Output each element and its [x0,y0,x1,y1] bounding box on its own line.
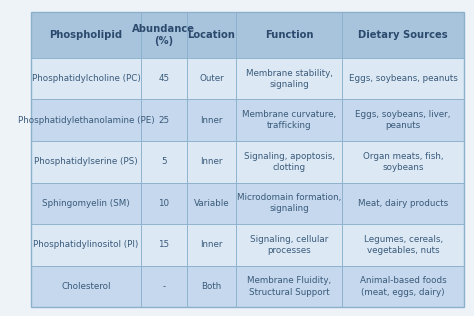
Text: Inner: Inner [200,157,223,166]
Text: Membrane Fluidity,
Structural Support: Membrane Fluidity, Structural Support [247,276,331,297]
Text: 15: 15 [158,240,169,249]
Text: Signaling, apoptosis,
clotting: Signaling, apoptosis, clotting [244,152,335,172]
Bar [31,224,141,266]
Bar [342,58,464,100]
Text: 10: 10 [158,199,169,208]
Bar [141,183,187,224]
Bar [31,141,141,183]
Bar [141,12,187,58]
Text: Sphingomyelin (SM): Sphingomyelin (SM) [42,199,130,208]
Bar [141,100,187,141]
Text: Abundance
(%): Abundance (%) [132,24,195,46]
Text: Meat, dairy products: Meat, dairy products [358,199,448,208]
Bar [31,100,141,141]
Bar [187,141,237,183]
Text: Legumes, cereals,
vegetables, nuts: Legumes, cereals, vegetables, nuts [364,235,443,255]
Text: 25: 25 [158,116,169,125]
Text: Phosphatidylethanolamine (PE): Phosphatidylethanolamine (PE) [18,116,155,125]
Text: Microdomain formation,
signaling: Microdomain formation, signaling [237,193,342,213]
Text: Cholesterol: Cholesterol [61,282,111,291]
Text: Eggs, soybeans, liver,
peanuts: Eggs, soybeans, liver, peanuts [356,110,451,130]
Bar [342,183,464,224]
Bar [187,224,237,266]
Text: Phosphatidylserine (PS): Phosphatidylserine (PS) [34,157,138,166]
Bar [31,183,141,224]
Bar [187,58,237,100]
Text: Variable: Variable [194,199,229,208]
Bar [237,266,342,307]
Text: Outer: Outer [199,74,224,83]
Text: Signaling, cellular
processes: Signaling, cellular processes [250,235,328,255]
Bar [141,224,187,266]
Bar [237,12,342,58]
Bar [342,100,464,141]
Bar [31,266,141,307]
Text: Organ meats, fish,
soybeans: Organ meats, fish, soybeans [363,152,443,172]
Bar [187,183,237,224]
Text: 45: 45 [158,74,169,83]
Bar [31,58,141,100]
Bar [237,100,342,141]
Text: Membrane stability,
signaling: Membrane stability, signaling [246,69,333,89]
Text: -: - [162,282,165,291]
Bar [342,266,464,307]
Bar [237,141,342,183]
Bar [141,266,187,307]
Text: Location: Location [188,30,236,40]
Bar [31,12,141,58]
Text: Animal-based foods
(meat, eggs, dairy): Animal-based foods (meat, eggs, dairy) [360,276,447,297]
Bar [342,12,464,58]
Text: 5: 5 [161,157,167,166]
Text: Inner: Inner [200,116,223,125]
Text: Function: Function [265,30,314,40]
Text: Both: Both [201,282,222,291]
Bar [342,224,464,266]
Bar [187,100,237,141]
Text: Inner: Inner [200,240,223,249]
Bar [141,141,187,183]
Bar [342,141,464,183]
Text: Eggs, soybeans, peanuts: Eggs, soybeans, peanuts [349,74,457,83]
Bar [237,224,342,266]
Bar [187,266,237,307]
Text: Dietary Sources: Dietary Sources [358,30,448,40]
Text: Membrane curvature,
trafficking: Membrane curvature, trafficking [242,110,337,130]
Text: Phosphatidylcholine (PC): Phosphatidylcholine (PC) [31,74,140,83]
Text: Phosphatidylinositol (PI): Phosphatidylinositol (PI) [33,240,138,249]
Bar [141,58,187,100]
Bar [237,183,342,224]
Bar [187,12,237,58]
Text: Phospholipid: Phospholipid [49,30,122,40]
Bar [237,58,342,100]
